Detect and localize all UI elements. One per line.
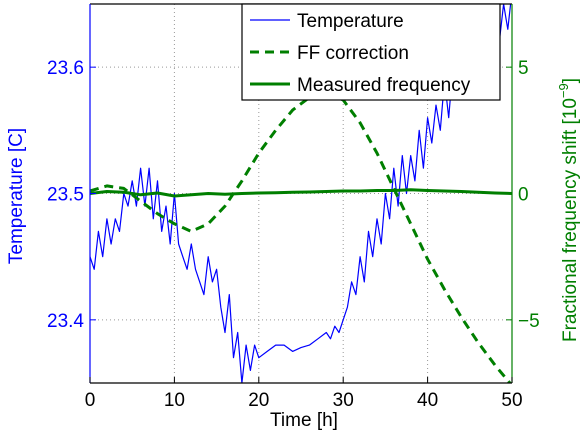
x-tick-label: 40 — [417, 390, 438, 411]
legend: Temperature FF correction Measured frequ… — [241, 3, 501, 101]
x-tick-label: 20 — [248, 390, 269, 411]
y-axis-title-right-exponent: −9 — [556, 83, 571, 98]
series-line-measured-frequency — [90, 188, 512, 198]
legend-label-ff-correction: FF correction — [297, 43, 409, 64]
y-tick-label-right: 0 — [518, 185, 529, 206]
y-axis-title-right: Fractional frequency shift [10−9] — [556, 78, 581, 342]
series-line-temperature — [90, 4, 512, 383]
y-axis-title-left: Temperature [C] — [6, 128, 27, 264]
series-line-ff-correction — [90, 90, 512, 383]
y-tick-label-left: 23.5 — [47, 185, 84, 206]
x-tick-label: 50 — [501, 390, 522, 411]
x-axis-title: Time [h] — [270, 410, 338, 431]
y-tick-label-left: 23.6 — [47, 58, 84, 79]
x-tick-label: 10 — [164, 390, 185, 411]
x-tick-label: 0 — [85, 390, 96, 411]
y-tick-label-left: 23.4 — [47, 311, 84, 332]
legend-label-measured-frequency: Measured frequency — [297, 75, 471, 96]
y-axis-title-right-main: Fractional frequency shift [10 — [560, 98, 581, 342]
legend-label-temperature: Temperature — [297, 11, 404, 32]
y-tick-label-right: −5 — [518, 311, 540, 332]
plot-area — [90, 4, 512, 383]
x-tick-label: 30 — [333, 390, 354, 411]
axes: 0 10 20 30 40 50 23.4 23.5 23.6 −5 0 5 — [47, 3, 540, 411]
y-axis-title-right-close: ] — [560, 78, 581, 83]
y-tick-label-right: 5 — [518, 58, 529, 79]
